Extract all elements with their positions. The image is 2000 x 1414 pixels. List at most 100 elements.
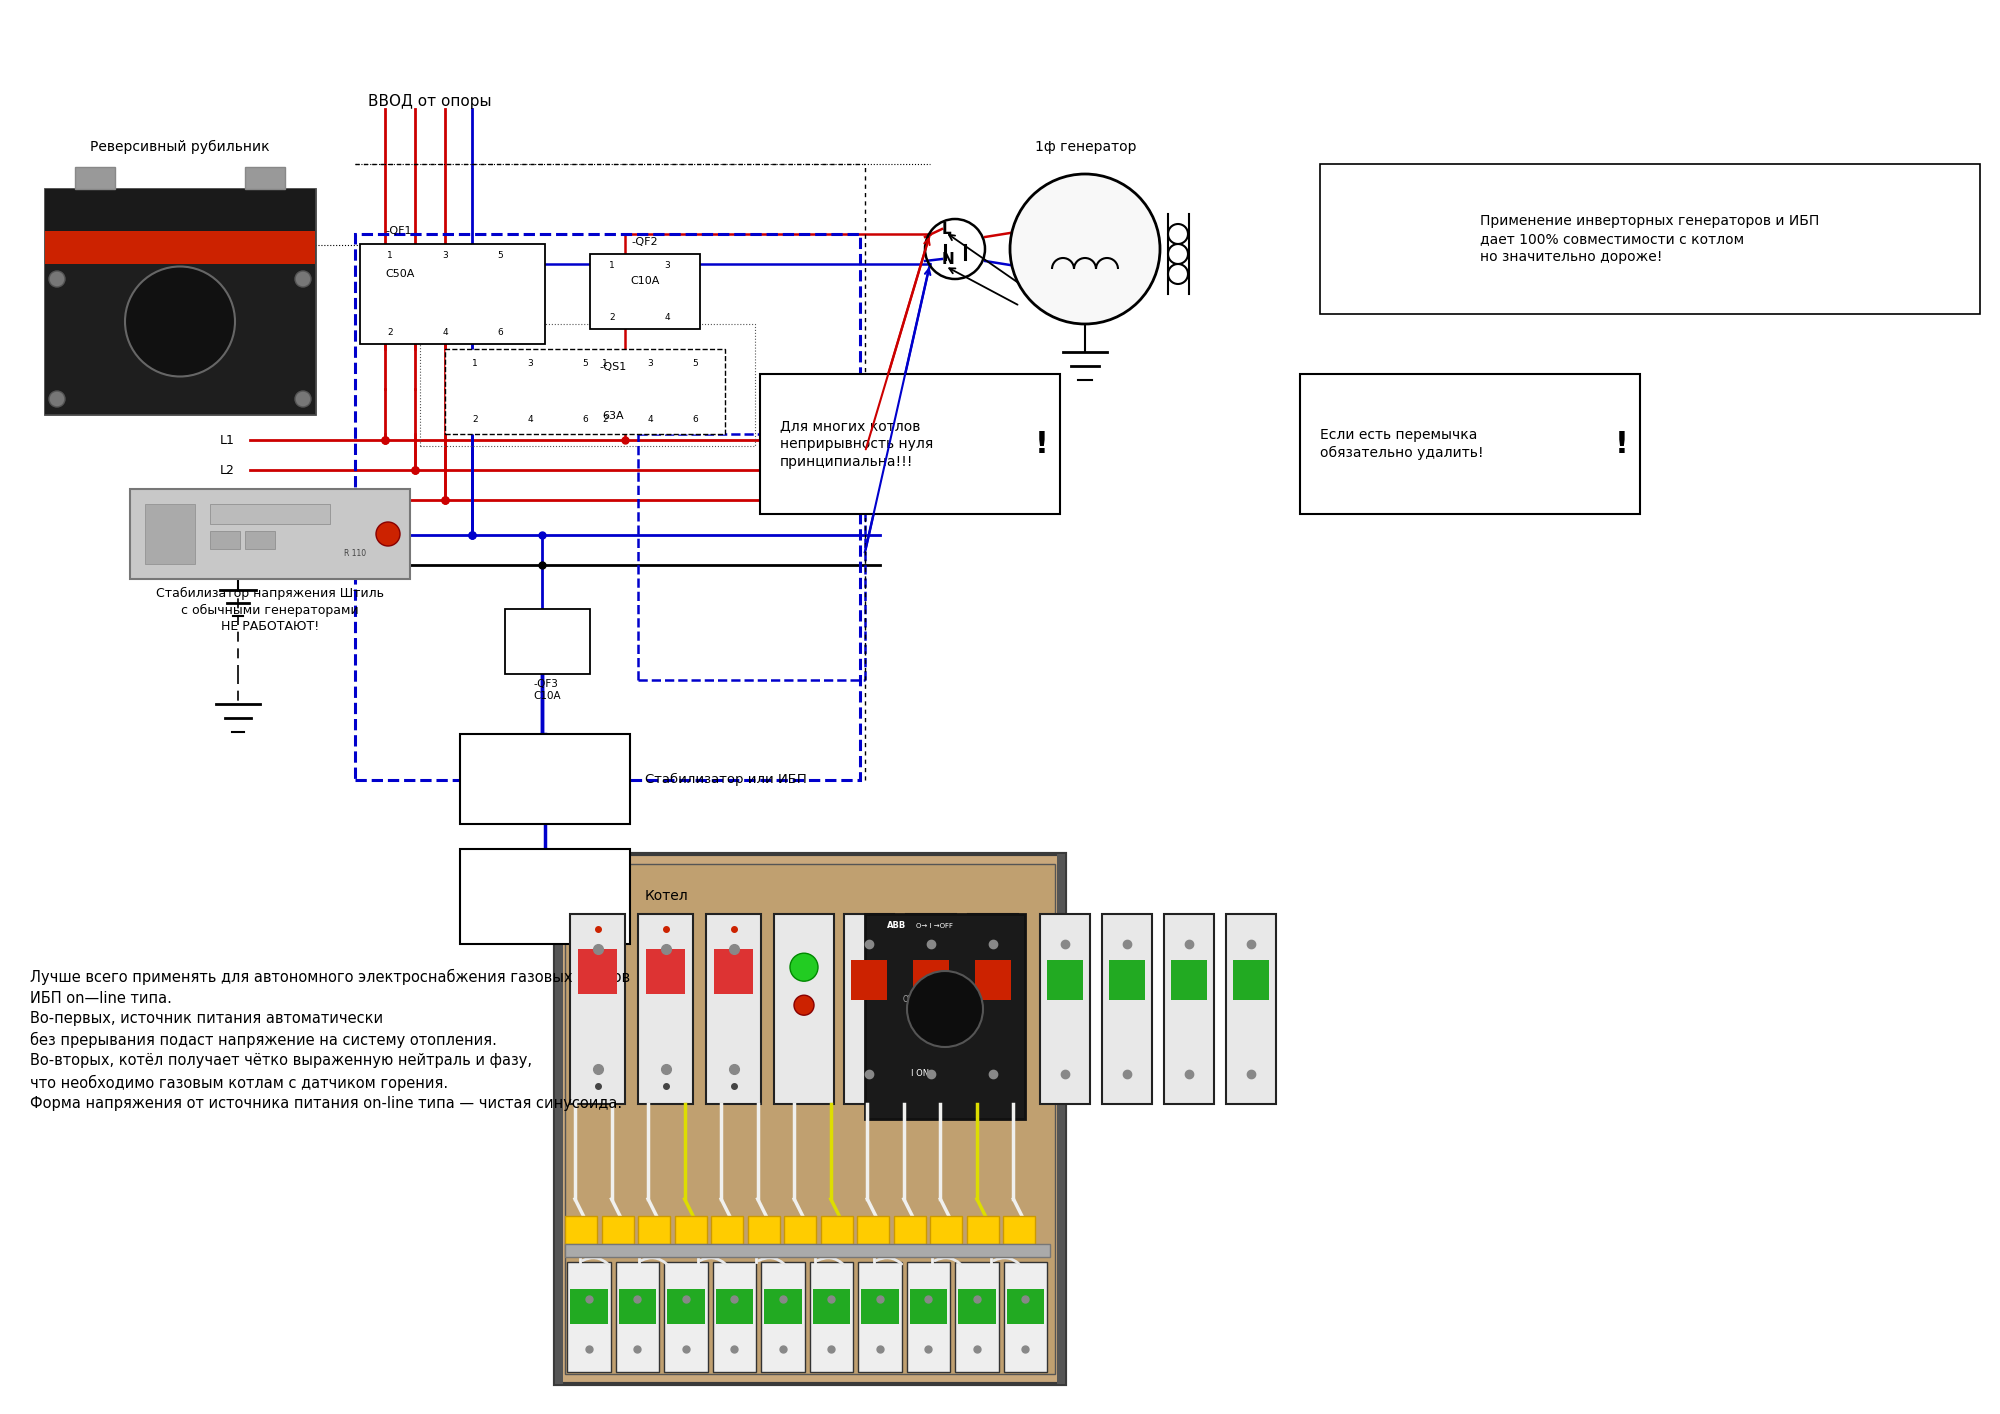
Text: 5: 5 bbox=[692, 359, 698, 368]
Bar bbox=[556, 854, 564, 1384]
Text: 3: 3 bbox=[664, 262, 670, 270]
Bar bbox=[930, 1216, 962, 1244]
Bar bbox=[712, 1263, 756, 1372]
Bar bbox=[860, 1290, 898, 1324]
Bar bbox=[616, 1263, 660, 1372]
Bar bbox=[906, 913, 956, 1104]
Bar bbox=[894, 1216, 926, 1244]
Bar bbox=[444, 349, 724, 434]
Bar bbox=[664, 1263, 708, 1372]
Bar bbox=[1232, 960, 1268, 1000]
Bar bbox=[1004, 1263, 1048, 1372]
Text: Для многих котлов
неприрывность нуля
принципиальна!!!: Для многих котлов неприрывность нуля при… bbox=[780, 419, 934, 469]
Text: 1: 1 bbox=[472, 359, 478, 368]
Bar bbox=[968, 913, 1018, 1104]
Text: 2: 2 bbox=[610, 312, 614, 321]
Bar bbox=[420, 324, 756, 445]
Text: C10A: C10A bbox=[630, 276, 660, 286]
Bar bbox=[712, 1216, 744, 1244]
Text: OT80F3C: OT80F3C bbox=[902, 995, 938, 1004]
Text: ABB: ABB bbox=[888, 922, 906, 930]
Bar bbox=[910, 1290, 948, 1324]
Bar bbox=[1040, 913, 1090, 1104]
Text: Стабилизатор или ИБП: Стабилизатор или ИБП bbox=[644, 772, 806, 786]
Text: 3: 3 bbox=[528, 359, 532, 368]
Text: !: ! bbox=[1616, 430, 1628, 458]
Text: R 110: R 110 bbox=[344, 550, 366, 559]
Text: 2: 2 bbox=[602, 416, 608, 424]
Text: 2: 2 bbox=[472, 416, 478, 424]
Bar bbox=[864, 913, 1024, 1118]
Bar bbox=[210, 503, 330, 525]
Bar bbox=[638, 913, 694, 1104]
Bar bbox=[210, 532, 240, 549]
Bar bbox=[716, 1290, 752, 1324]
Text: L: L bbox=[942, 222, 952, 236]
Bar bbox=[566, 1216, 596, 1244]
Text: !: ! bbox=[1036, 430, 1048, 458]
Bar bbox=[1226, 913, 1276, 1104]
Bar bbox=[774, 913, 834, 1104]
Text: 6: 6 bbox=[692, 416, 698, 424]
Text: N: N bbox=[226, 529, 236, 542]
Circle shape bbox=[794, 995, 814, 1015]
Bar bbox=[812, 1290, 850, 1324]
Text: -QF1: -QF1 bbox=[384, 226, 412, 236]
Bar bbox=[966, 1216, 998, 1244]
Circle shape bbox=[376, 522, 400, 546]
Text: L2: L2 bbox=[220, 464, 236, 477]
Text: 4: 4 bbox=[442, 328, 448, 337]
Text: O→ I→OFF: O→ I→OFF bbox=[128, 205, 172, 215]
Bar bbox=[360, 245, 544, 344]
Bar bbox=[638, 1216, 670, 1244]
Bar bbox=[618, 1290, 656, 1324]
Bar bbox=[130, 489, 410, 578]
Bar bbox=[844, 913, 894, 1104]
Bar bbox=[820, 1216, 852, 1244]
Text: 6: 6 bbox=[582, 416, 588, 424]
Text: 3: 3 bbox=[442, 252, 448, 260]
Text: 3: 3 bbox=[648, 359, 652, 368]
Bar bbox=[1004, 1216, 1036, 1244]
Bar bbox=[44, 189, 316, 414]
Text: 6: 6 bbox=[498, 328, 502, 337]
Text: ВВОД от опоры: ВВОД от опоры bbox=[368, 93, 492, 109]
Text: 1: 1 bbox=[610, 262, 614, 270]
Bar bbox=[578, 949, 616, 994]
Circle shape bbox=[1010, 174, 1160, 324]
Bar bbox=[858, 1263, 902, 1372]
Bar bbox=[714, 949, 752, 994]
Bar bbox=[956, 1263, 998, 1372]
Bar bbox=[1172, 960, 1208, 1000]
Bar bbox=[1300, 373, 1640, 515]
Bar bbox=[852, 960, 888, 1000]
Bar bbox=[504, 609, 590, 674]
Text: 2: 2 bbox=[388, 328, 392, 337]
Bar bbox=[1006, 1290, 1044, 1324]
Bar bbox=[1164, 913, 1214, 1104]
Text: -QF2: -QF2 bbox=[632, 238, 658, 247]
Text: 4: 4 bbox=[528, 416, 532, 424]
Bar bbox=[44, 189, 316, 230]
Text: 4: 4 bbox=[648, 416, 652, 424]
Bar bbox=[1102, 913, 1152, 1104]
Circle shape bbox=[296, 392, 312, 407]
Bar bbox=[568, 1263, 610, 1372]
Text: -QF3
C10A: -QF3 C10A bbox=[534, 679, 562, 701]
Text: 1: 1 bbox=[388, 252, 392, 260]
Bar bbox=[556, 854, 1064, 1384]
Text: Применение инверторных генераторов и ИБП
дает 100% совместимости с котлом
но зна: Применение инверторных генераторов и ИБП… bbox=[1480, 214, 1820, 264]
Bar bbox=[144, 503, 196, 564]
Text: L1: L1 bbox=[220, 434, 236, 447]
Circle shape bbox=[48, 392, 64, 407]
Bar bbox=[646, 949, 684, 994]
Circle shape bbox=[296, 271, 312, 287]
Bar bbox=[976, 960, 1012, 1000]
Text: I ON: I ON bbox=[910, 1069, 930, 1079]
Circle shape bbox=[48, 271, 64, 287]
Bar bbox=[566, 864, 1056, 1374]
Bar bbox=[784, 1216, 816, 1244]
Bar bbox=[44, 230, 316, 264]
Bar bbox=[1056, 854, 1064, 1384]
Circle shape bbox=[908, 971, 984, 1046]
